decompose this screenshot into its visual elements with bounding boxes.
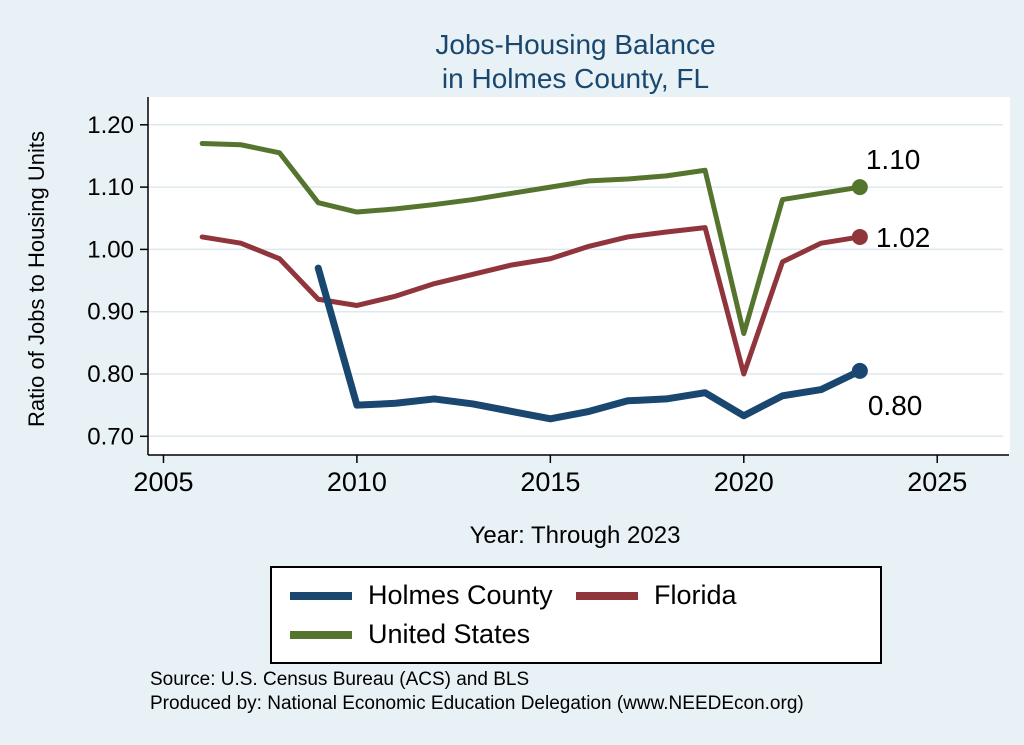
legend-label-united-states: United States (368, 619, 531, 649)
y-tick-label: 0.80 (87, 361, 134, 388)
legend-swatch-florida (576, 591, 638, 600)
legend-label-holmes-county: Holmes County (368, 580, 553, 610)
series-end-marker-florida (851, 228, 868, 245)
legend-swatch-united-states (290, 630, 352, 639)
series-end-marker-holmes-county (851, 362, 868, 379)
y-tick-label: 1.10 (87, 174, 134, 201)
y-tick-label: 0.70 (87, 423, 134, 450)
x-tick-label: 2020 (714, 467, 774, 497)
chart-title-line1: Jobs-Housing Balance (435, 29, 716, 60)
series-end-label-united-states: 1.10 (866, 144, 921, 175)
plot-background (148, 97, 1010, 455)
series-line-florida (199, 225, 863, 377)
legend-swatch-holmes-county (290, 591, 352, 600)
source-note: Source: U.S. Census Bureau (ACS) and BLS (150, 669, 530, 690)
x-tick-label: 2025 (907, 467, 967, 497)
y-axis-title: Ratio of Jobs to Housing Units (24, 131, 49, 427)
series-line-united-states (199, 140, 863, 337)
legend-item-florida: Florida (576, 580, 862, 611)
x-tick-label: 2010 (327, 467, 387, 497)
legend-item-holmes-county: Holmes County (290, 580, 576, 611)
producer-note: Produced by: National Economic Education… (150, 692, 804, 714)
series-end-label-florida: 1.02 (876, 222, 931, 253)
legend-item-united-states: United States (290, 619, 576, 650)
legend: Holmes County Florida United States (270, 566, 882, 664)
series-line-holmes-county (314, 264, 864, 423)
footer: Source: U.S. Census Bureau (ACS) and BLS… (150, 668, 804, 716)
series-end-label-holmes-county: 0.80 (868, 390, 923, 421)
x-axis-title: Year: Through 2023 (470, 522, 681, 549)
chart-title: Jobs-Housing Balance in Holmes County, F… (148, 28, 1003, 96)
x-tick-label: 2015 (520, 467, 580, 497)
x-tick-label: 2005 (133, 467, 193, 497)
y-tick-label: 1.20 (87, 112, 134, 139)
y-tick-label: 0.90 (87, 299, 134, 326)
chart-title-line2: in Holmes County, FL (441, 63, 710, 95)
y-tick-label: 1.00 (87, 236, 134, 263)
series-end-marker-united-states (851, 179, 868, 196)
legend-label-florida: Florida (654, 580, 737, 610)
